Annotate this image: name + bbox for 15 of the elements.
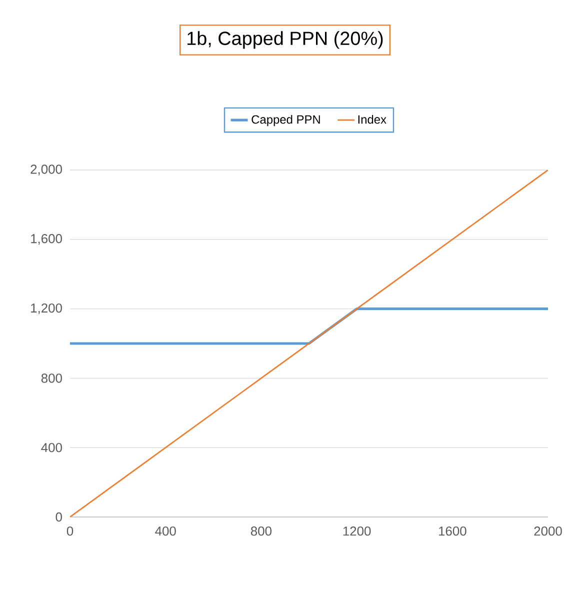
y-tick-label: 1,600	[31, 234, 62, 245]
legend-label: Index	[358, 114, 386, 124]
x-tick-label: 800	[250, 526, 272, 536]
x-tick-label: 0	[66, 526, 74, 536]
x-tick-label: 1200	[343, 526, 371, 536]
x-tick-label: 2000	[534, 526, 562, 536]
y-tick-label: 2,000	[30, 164, 62, 176]
y-tick-label: 800	[41, 374, 62, 383]
y-tick-label: 0	[56, 512, 62, 522]
chart-title: 1b, Capped PPN (20%)	[188, 31, 383, 49]
y-tick-label: 400	[41, 443, 62, 452]
x-tick-label: 1600	[438, 526, 466, 536]
x-tick-label: 400	[155, 526, 176, 536]
legend-label: Capped PPN	[252, 114, 320, 126]
y-tick-label: 1,200	[31, 303, 62, 314]
